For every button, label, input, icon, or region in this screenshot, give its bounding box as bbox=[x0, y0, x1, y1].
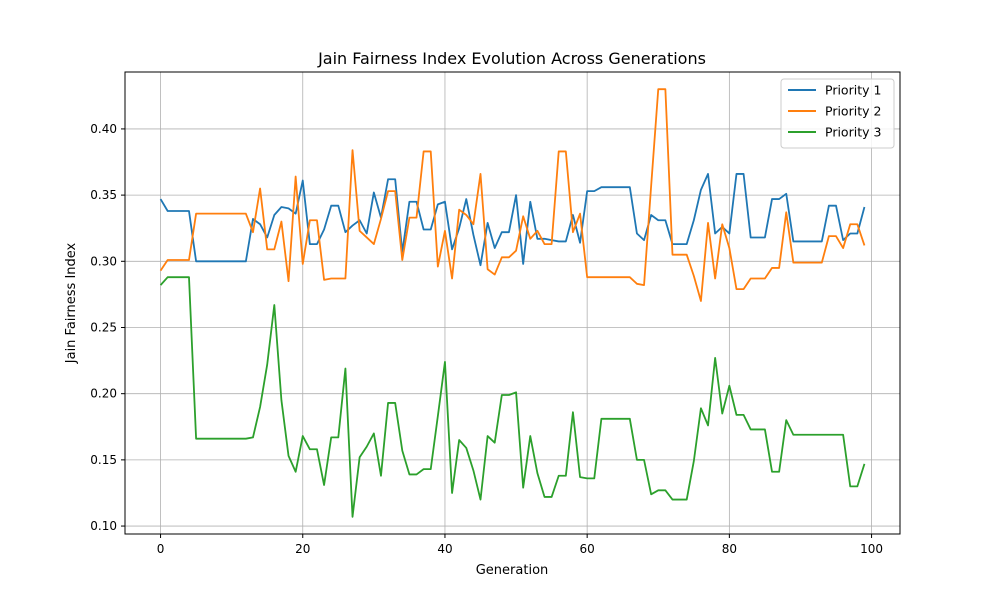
legend-label: Priority 1 bbox=[825, 83, 881, 98]
x-axis-ticks: 0 20 40 60 80 100 bbox=[157, 534, 883, 556]
series-line-priority-1 bbox=[159, 173, 866, 267]
x-axis-label: Generation bbox=[476, 563, 549, 578]
legend-box bbox=[780, 78, 895, 149]
y-tick-label: 0.10 bbox=[90, 519, 117, 533]
grid bbox=[125, 72, 900, 534]
chart-title: Jain Fairness Index Evolution Across Gen… bbox=[317, 49, 706, 68]
series-lines bbox=[159, 88, 866, 518]
y-tick-label: 0.35 bbox=[90, 188, 117, 202]
y-tick-label: 0.40 bbox=[90, 122, 117, 136]
legend-label: Priority 2 bbox=[825, 104, 881, 119]
series-line-priority-3 bbox=[159, 276, 866, 518]
legend-label: Priority 3 bbox=[825, 125, 881, 140]
y-tick-label: 0.25 bbox=[90, 320, 117, 334]
y-tick-label: 0.30 bbox=[90, 254, 117, 268]
series-line-priority-2 bbox=[159, 88, 866, 302]
y-tick-label: 0.20 bbox=[90, 387, 117, 401]
x-tick-label: 0 bbox=[157, 542, 165, 556]
x-tick-label: 20 bbox=[295, 542, 310, 556]
x-tick-label: 40 bbox=[437, 542, 452, 556]
y-axis-label: Jain Fairness Index bbox=[64, 242, 79, 364]
y-tick-label: 0.15 bbox=[90, 453, 117, 467]
x-tick-label: 80 bbox=[722, 542, 737, 556]
y-axis-ticks: 0.10 0.15 0.20 0.25 0.30 0.35 0.40 bbox=[90, 122, 125, 533]
legend: Priority 1 Priority 2 Priority 3 bbox=[780, 78, 895, 149]
x-tick-label: 60 bbox=[580, 542, 595, 556]
plot-frame bbox=[124, 71, 901, 535]
x-tick-label: 100 bbox=[860, 542, 883, 556]
